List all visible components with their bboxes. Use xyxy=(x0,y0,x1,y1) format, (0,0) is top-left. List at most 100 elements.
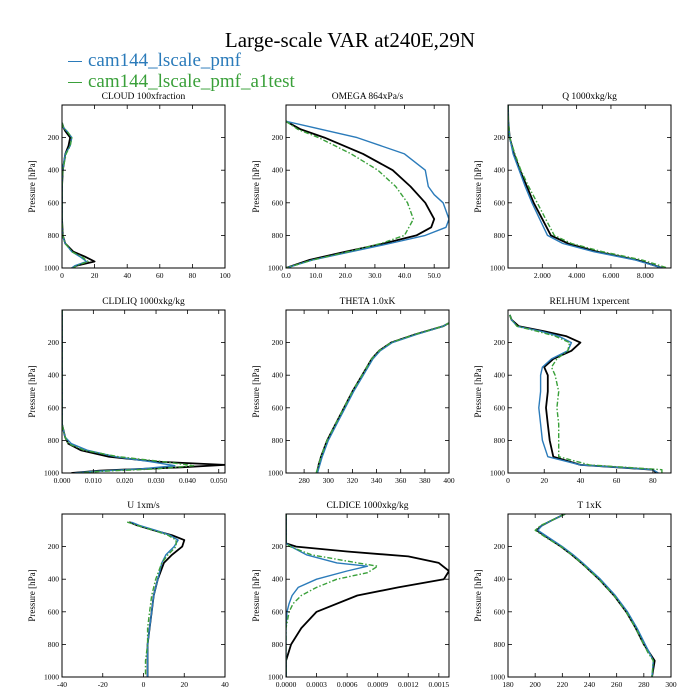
y-tick-label: 200 xyxy=(494,542,506,551)
y-tick-label: 800 xyxy=(494,640,506,649)
x-tick-label: 280 xyxy=(298,476,310,485)
y-tick-label: 1000 xyxy=(490,264,505,273)
x-tick-label: 0 xyxy=(60,271,64,280)
x-tick-label: 220 xyxy=(557,680,569,689)
y-tick-label: 200 xyxy=(272,542,284,551)
panel-title: RELHUM 1xpercent xyxy=(550,297,630,307)
plot-frame xyxy=(507,104,672,269)
x-tick-label: 400 xyxy=(443,476,455,485)
y-tick-label: 600 xyxy=(48,198,60,207)
series-group xyxy=(286,120,449,268)
y-tick-label: 600 xyxy=(494,403,506,412)
x-tick-label: 340 xyxy=(371,476,383,485)
x-tick-label: 20 xyxy=(540,476,548,485)
y-tick-label: 600 xyxy=(494,607,506,616)
legend-label-a1test: cam144_lscale_pmf_a1test xyxy=(88,71,295,92)
y-tick-label: 400 xyxy=(272,166,284,175)
panel-8: CLDICE 1000xkg/kg Pressure [hPa] 0.0000 0.0… xyxy=(251,501,450,689)
panel-5: THETA 1.0xK Pressure [hPa] 280 300 320 340 360… xyxy=(251,297,455,485)
x-tick-label: 180 xyxy=(502,680,514,689)
y-axis-label: Pressure [hPa] xyxy=(251,160,261,212)
x-tick-label: -40 xyxy=(57,680,67,689)
x-tick-label: 300 xyxy=(323,476,335,485)
y-tick-label: 800 xyxy=(272,640,284,649)
legend-swatch-blue xyxy=(68,61,82,63)
x-tick-label: 40 xyxy=(123,271,131,280)
x-tick-label: 320 xyxy=(347,476,359,485)
panel-3: Q 1000xkg/kg Pressure [hPa] 2.000 4.000 6.00… xyxy=(473,92,672,280)
y-tick-label: 600 xyxy=(272,607,284,616)
x-tick-label: 60 xyxy=(613,476,621,485)
series-line-cam144_lscale_pmf xyxy=(286,120,449,268)
legend-entry-pmf: cam144_lscale_pmf xyxy=(68,50,241,72)
y-tick-label: 400 xyxy=(48,575,60,584)
panel-9: T 1xK Pressure [hPa] 180 200 220 240 260 280 300… xyxy=(473,501,677,689)
plot-frame xyxy=(285,104,450,269)
series-line-cam144_lscale_pmf xyxy=(316,322,449,473)
series-line-cam144_lscale_pmf_a1test xyxy=(534,514,654,677)
y-tick-label: 400 xyxy=(272,575,284,584)
y-tick-label: 200 xyxy=(272,338,284,347)
panel-title: Q 1000xkg/kg xyxy=(562,92,617,102)
x-tick-label: 0 xyxy=(142,680,146,689)
y-tick-label: 200 xyxy=(48,338,60,347)
y-tick-label: 1000 xyxy=(268,264,283,273)
y-axis-label: Pressure [hPa] xyxy=(251,365,261,417)
y-tick-label: 400 xyxy=(494,371,506,380)
series-line-cam144_lscale_pmf_a1test xyxy=(62,122,89,268)
x-tick-label: 0.0000 xyxy=(276,680,297,689)
panel-2: OMEGA 864xPa/s Pressure [hPa] 0.0 10.0 20.0 3… xyxy=(251,92,450,280)
y-tick-label: 800 xyxy=(494,231,506,240)
x-tick-label: 0 xyxy=(506,476,510,485)
y-tick-label: 1000 xyxy=(268,469,283,478)
series-line-cam144_lscale_pmf xyxy=(537,514,654,677)
y-tick-label: 200 xyxy=(494,338,506,347)
x-tick-label: 6.000 xyxy=(603,271,620,280)
series-line-control xyxy=(62,310,225,473)
y-tick-label: 1000 xyxy=(490,469,505,478)
y-tick-label: 1000 xyxy=(44,673,59,682)
series-line-control xyxy=(286,514,449,677)
x-tick-label: 0.000 xyxy=(54,476,71,485)
series-line-cam144_lscale_pmf xyxy=(509,314,659,473)
y-tick-label: 1000 xyxy=(44,469,59,478)
y-tick-label: 200 xyxy=(48,542,60,551)
series-line-control xyxy=(128,521,186,677)
x-tick-label: 20 xyxy=(91,271,99,280)
series-group xyxy=(508,314,663,473)
x-tick-label: 80 xyxy=(189,271,197,280)
panel-title: CLDICE 1000xkg/kg xyxy=(326,501,408,511)
series-line-control xyxy=(508,314,658,473)
y-tick-label: 200 xyxy=(494,133,506,142)
plot-frame xyxy=(61,513,226,678)
series-line-control xyxy=(535,514,656,677)
x-tick-label: 360 xyxy=(395,476,407,485)
y-tick-label: 800 xyxy=(48,231,60,240)
series-line-cam144_lscale_pmf xyxy=(131,521,179,677)
panel-title: CLDLIQ 1000xkg/kg xyxy=(102,297,185,307)
y-tick-label: 800 xyxy=(272,436,284,445)
x-tick-label: 4.000 xyxy=(568,271,585,280)
x-tick-label: 0.0012 xyxy=(398,680,419,689)
x-tick-label: 0.040 xyxy=(179,476,196,485)
series-line-cam144_lscale_pmf_a1test xyxy=(286,120,415,268)
y-tick-label: 200 xyxy=(48,133,60,142)
plot-frame xyxy=(285,309,450,474)
x-tick-label: 240 xyxy=(584,680,596,689)
series-line-cam144_lscale_pmf_a1test xyxy=(286,514,379,677)
legend-entry-a1test: cam144_lscale_pmf_a1test xyxy=(68,71,295,93)
series-line-cam144_lscale_pmf xyxy=(286,514,369,677)
x-tick-label: 50.0 xyxy=(428,271,441,280)
x-tick-label: 2.000 xyxy=(534,271,551,280)
figure-title: Large-scale VAR at240E,29N xyxy=(224,28,476,52)
series-line-cam144_lscale_pmf_a1test xyxy=(315,322,449,473)
x-tick-label: 0.0006 xyxy=(337,680,358,689)
series-group xyxy=(126,521,186,677)
x-tick-label: 60 xyxy=(156,271,164,280)
x-tick-label: 100 xyxy=(219,271,231,280)
y-tick-label: 400 xyxy=(48,166,60,175)
y-axis-label: Pressure [hPa] xyxy=(473,160,483,212)
series-group xyxy=(62,310,225,473)
panel-6: RELHUM 1xpercent Pressure [hPa] 0 20 40 60 80 2… xyxy=(473,297,672,485)
